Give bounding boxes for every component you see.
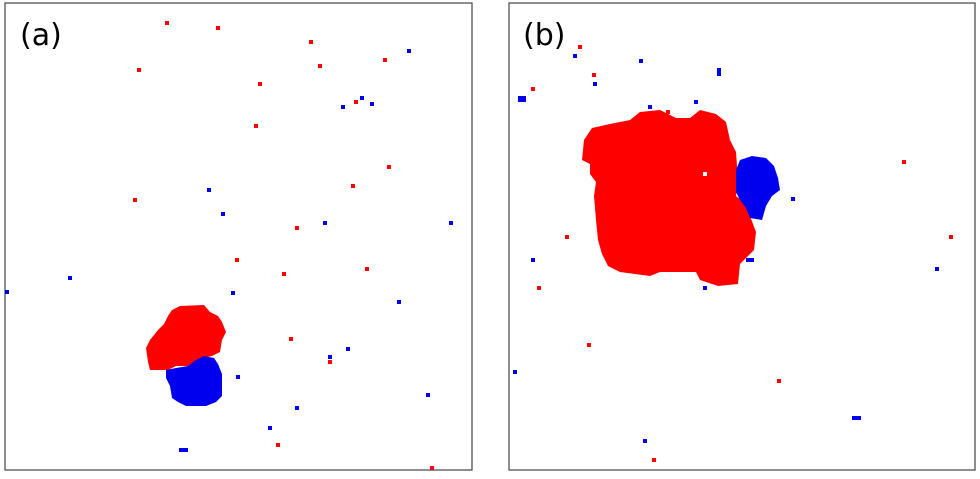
blue-sites	[513, 54, 939, 443]
vacancy	[703, 172, 707, 176]
red-cluster	[146, 305, 226, 370]
blue-sites	[5, 49, 453, 452]
red-sites	[133, 21, 434, 470]
red-sites	[531, 45, 953, 462]
panel-a: (a)	[4, 2, 473, 471]
blue-cluster	[166, 356, 222, 406]
panel-label: (b)	[523, 18, 565, 53]
panel-label: (a)	[20, 18, 62, 53]
panel-frame	[4, 2, 473, 471]
panel-b: (b)	[508, 2, 976, 471]
red-cluster	[582, 110, 756, 286]
blue-cluster	[736, 156, 780, 220]
